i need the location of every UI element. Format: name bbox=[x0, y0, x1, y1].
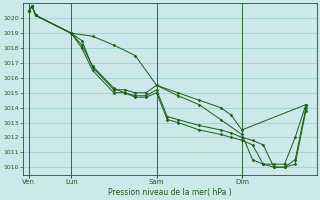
X-axis label: Pression niveau de la mer( hPa ): Pression niveau de la mer( hPa ) bbox=[108, 188, 232, 197]
